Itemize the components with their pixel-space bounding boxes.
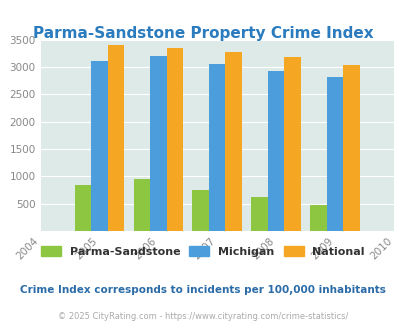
Bar	[342, 65, 359, 231]
Text: © 2025 CityRating.com - https://www.cityrating.com/crime-statistics/: © 2025 CityRating.com - https://www.city…	[58, 312, 347, 321]
Bar	[107, 45, 124, 231]
Bar	[166, 49, 183, 231]
Bar	[75, 184, 91, 231]
Bar	[150, 56, 166, 231]
Bar	[326, 77, 342, 231]
Bar	[251, 197, 267, 231]
Bar	[192, 190, 209, 231]
Text: Crime Index corresponds to incidents per 100,000 inhabitants: Crime Index corresponds to incidents per…	[20, 285, 385, 295]
Text: Parma-Sandstone Property Crime Index: Parma-Sandstone Property Crime Index	[33, 26, 372, 41]
Bar	[133, 179, 150, 231]
Bar	[267, 71, 284, 231]
Bar	[309, 205, 326, 231]
Bar	[209, 64, 225, 231]
Bar	[91, 61, 107, 231]
Legend: Parma-Sandstone, Michigan, National: Parma-Sandstone, Michigan, National	[38, 243, 367, 261]
Bar	[225, 52, 241, 231]
Bar	[284, 56, 300, 231]
